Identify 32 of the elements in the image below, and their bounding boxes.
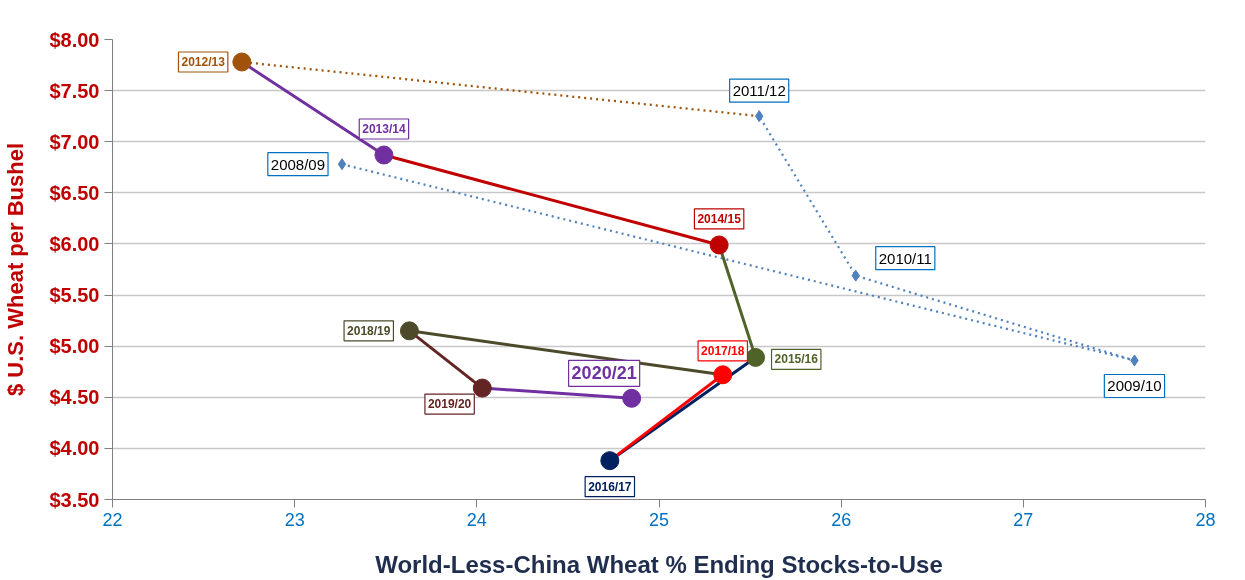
x-tick-label: 28 (1195, 509, 1216, 530)
x-tick-label: 22 (102, 509, 123, 530)
series-label: 2018/19 (347, 323, 391, 338)
series-label: 2011/12 (732, 82, 786, 100)
series-label: 2009/10 (1107, 377, 1162, 395)
x-tick-label: 26 (831, 509, 852, 530)
y-tick-label: $7.50 (49, 79, 100, 102)
series-label: 2016/17 (588, 479, 632, 494)
x-tick-label: 24 (466, 509, 487, 530)
y-tick-label: $6.50 (49, 181, 100, 204)
y-tick-label: $8.00 (49, 28, 100, 51)
series-label: 2019/20 (427, 397, 472, 412)
series-label: 2020/21 (571, 363, 637, 384)
y-tick-label: $7.00 (49, 130, 100, 153)
series-label: 2015/16 (774, 352, 819, 367)
series-label: 2017/18 (701, 343, 745, 358)
x-tick-label: 25 (648, 509, 670, 530)
y-tick-label: $4.50 (49, 386, 100, 409)
y-axis-title: $ U.S. Wheat per Bushel (3, 142, 29, 397)
x-tick-label: 27 (1013, 509, 1034, 530)
series-label: 2010/11 (878, 249, 932, 267)
y-tick-label: $4.00 (49, 437, 100, 460)
series-label: 2008/09 (270, 155, 326, 173)
x-tick-label: 23 (284, 509, 305, 530)
y-tick-label: $6.00 (49, 232, 100, 255)
series-label: 2013/14 (362, 122, 406, 137)
y-tick-label: $3.50 (49, 488, 100, 511)
series-label: 2014/15 (697, 211, 742, 226)
y-tick-label: $5.50 (49, 284, 100, 307)
x-axis-title: World-Less-China Wheat % Ending Stocks-to-Use (375, 550, 943, 578)
y-tick-label: $5.00 (49, 335, 100, 358)
series-label: 2012/13 (181, 54, 226, 69)
